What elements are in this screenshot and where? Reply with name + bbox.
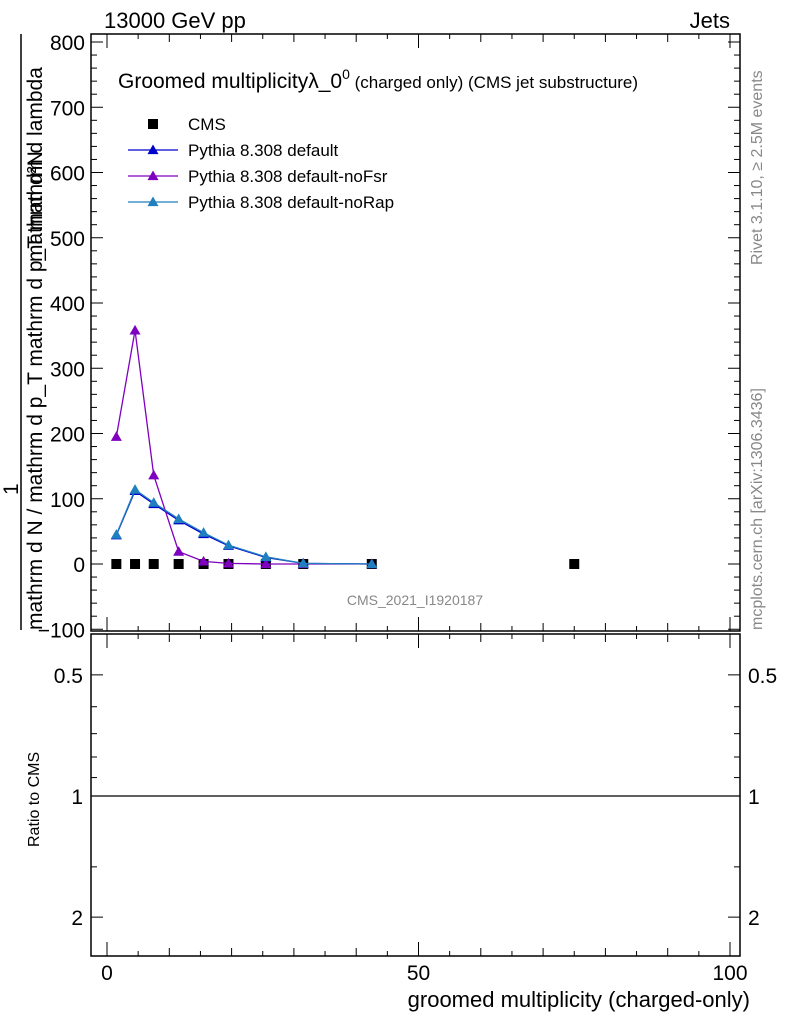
main-series-layer (110, 324, 580, 569)
series-2 (110, 324, 378, 569)
main-ytick-label: 600 (50, 163, 85, 186)
legend-item: Pythia 8.308 default-noFsr (128, 167, 388, 186)
main-ytick-label: 700 (50, 97, 85, 120)
x-tick-label: 50 (407, 962, 430, 985)
series-marker (129, 324, 141, 335)
ratio-ytick-label: 2 (71, 907, 83, 930)
main-ytick-label: 500 (50, 228, 85, 251)
series-marker (148, 497, 160, 507)
series-marker (173, 513, 185, 524)
ratio-y-axis-label: Ratio to CMS (26, 752, 43, 847)
header-left-label: 13000 GeV pp (104, 8, 246, 33)
rivet-version-label: Rivet 3.1.10, ≥ 2.5M events (749, 70, 766, 265)
main-ytick-label: −100 (38, 619, 85, 642)
series-marker (173, 546, 185, 556)
main-ytick-label: 0 (73, 554, 85, 577)
main-title-superscript: 0 (342, 66, 350, 82)
legend-swatch-marker (147, 170, 159, 181)
cms-data-point (569, 559, 580, 569)
legend-label: CMS (188, 115, 226, 134)
series-1 (110, 485, 378, 569)
legend-item: Pythia 8.308 default-noRap (128, 193, 394, 212)
series-marker (222, 557, 234, 568)
main-ytick-label: 200 (50, 424, 85, 447)
legend-swatch (148, 119, 158, 129)
ratio-axis-ticks: 0.5 0.5 1 1 2 2 0 50 100 (54, 634, 777, 985)
ratio-ytick-label: 1 (71, 786, 83, 809)
series-marker (148, 469, 160, 480)
x-tick-label: 0 (101, 962, 113, 985)
ylabel-prefix: 1 (0, 483, 23, 495)
series-3 (110, 484, 378, 569)
legend-swatch-marker (147, 196, 159, 207)
series-marker (260, 558, 272, 569)
x-axis-label: groomed multiplicity (charged-only) (408, 987, 750, 1012)
series-line (115, 330, 372, 565)
series-marker (110, 431, 122, 441)
series-marker (129, 484, 141, 494)
legend: CMS Pythia 8.308 default Pythia 8.308 defa… (128, 115, 394, 212)
series-marker (366, 558, 378, 569)
main-title-suffix: (charged only) (CMS jet substructure) (350, 73, 638, 92)
cms-data-point (173, 559, 184, 569)
ratio-ytick-label: 0.5 (54, 665, 83, 688)
ylabel-denominator: mathrm d N / mathrm d p_T mathrm d p_T m… (24, 67, 47, 630)
ratio-ytick-label-right: 0.5 (748, 665, 777, 688)
main-ytick-label: 800 (50, 32, 85, 55)
ratio-plot-panel: 0.5 0.5 1 1 2 2 0 50 100 (54, 633, 777, 985)
legend-swatch-marker (147, 144, 159, 155)
cms-data-point (148, 559, 159, 569)
mcplots-label: mcplots.cern.ch [arXiv:1306.3436] (749, 388, 766, 630)
cms-data-point (111, 559, 122, 569)
ratio-ytick-label-right: 2 (748, 907, 760, 930)
series-marker (260, 551, 272, 561)
series-marker (198, 555, 210, 566)
main-ytick-label: 400 (50, 293, 85, 316)
legend-item: Pythia 8.308 default (128, 141, 339, 160)
main-ytick-label: 300 (50, 358, 85, 381)
series-marker (198, 527, 210, 537)
series-marker (110, 529, 122, 539)
legend-item: CMS (148, 115, 226, 134)
main-plot-panel: −100 0 100 200 300 400 500 600 700 800 CMS_2021_I… (38, 32, 741, 642)
svg-text:Groomed multiplicityλ_00 (char: Groomed multiplicityλ_00 (charged only) … (118, 66, 638, 93)
ylabel-numerator: mathrm d²N (24, 151, 47, 262)
legend-label: Pythia 8.308 default (188, 141, 339, 160)
legend-label: Pythia 8.308 default-noFsr (188, 167, 388, 186)
main-ytick-label: 100 (50, 489, 85, 512)
header-right-label: Jets (690, 8, 730, 33)
series-marker (297, 557, 309, 568)
ratio-plot-frame (90, 633, 741, 957)
main-title: Groomed multiplicityλ_00 (charged only) … (118, 66, 638, 93)
series-marker (222, 539, 234, 550)
main-axis-ticks: −100 0 100 200 300 400 500 600 700 800 (38, 32, 740, 642)
analysis-watermark: CMS_2021_I1920187 (347, 592, 483, 608)
main-plot-frame (90, 33, 741, 632)
ratio-ytick-label-right: 1 (748, 786, 760, 809)
main-title-text: Groomed multiplicityλ_0 (118, 70, 342, 93)
cms-data-point (130, 559, 141, 569)
legend-label: Pythia 8.308 default-noRap (188, 193, 394, 212)
main-y-axis-label: mathrm d²N 1 mathrm d N / mathrm d p_T m… (0, 34, 47, 630)
x-tick-label: 100 (712, 962, 747, 985)
